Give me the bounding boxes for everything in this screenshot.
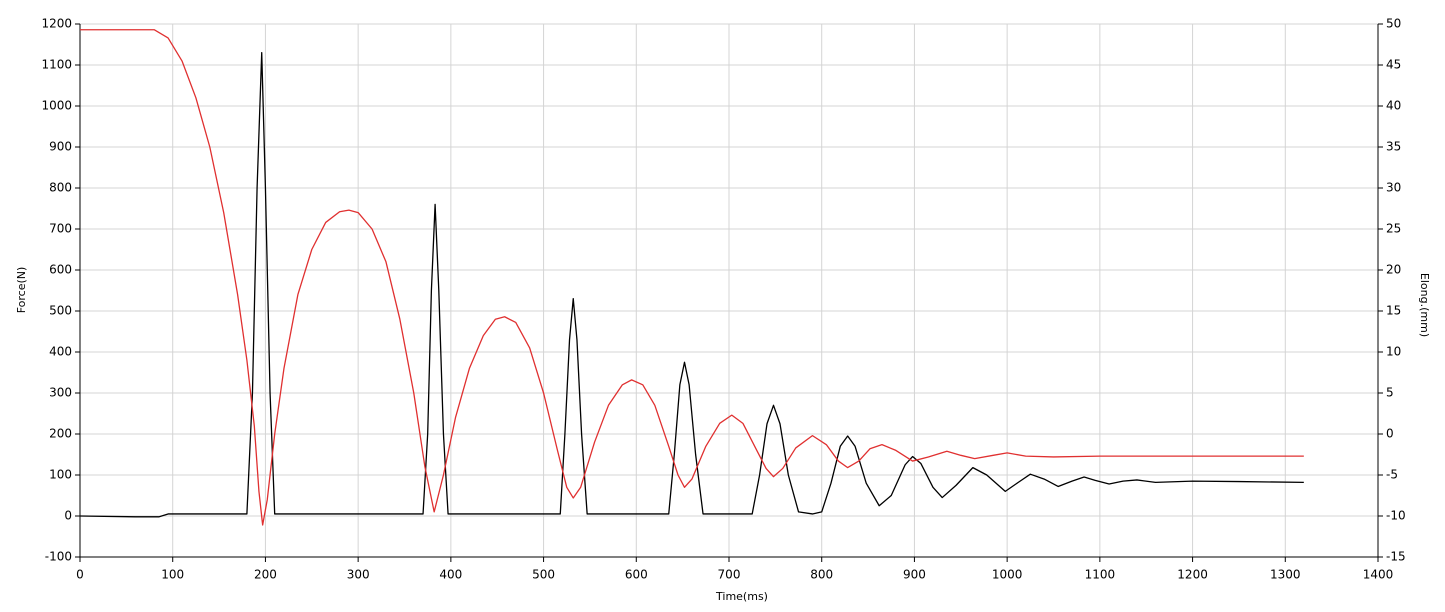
y2-tick-label: -10 (1386, 509, 1406, 523)
y-tick-label: -100 (45, 550, 72, 564)
y-tick-label: 0 (64, 509, 72, 523)
y2-tick-label: 45 (1386, 58, 1401, 72)
y-tick-label: 400 (49, 345, 72, 359)
y-tick-label: 600 (49, 263, 72, 277)
y-tick-label: 800 (49, 181, 72, 195)
y-tick-label: 1100 (41, 58, 72, 72)
y2-tick-label: -15 (1386, 550, 1406, 564)
y-tick-label: 300 (49, 386, 72, 400)
x-tick-label: 1100 (1085, 568, 1116, 582)
y2-axis-label: Elong.(mm) (1418, 273, 1431, 337)
y2-tick-label: 40 (1386, 99, 1401, 113)
x-tick-label: 900 (903, 568, 926, 582)
x-tick-label: 1300 (1270, 568, 1301, 582)
y-tick-label: 1200 (41, 17, 72, 31)
y2-tick-label: 15 (1386, 304, 1401, 318)
y2-tick-label: -5 (1386, 468, 1398, 482)
y-tick-label: 1000 (41, 99, 72, 113)
y2-tick-label: 30 (1386, 181, 1401, 195)
y-tick-label: 200 (49, 427, 72, 441)
x-tick-label: 1000 (992, 568, 1023, 582)
y2-tick-label: 20 (1386, 263, 1401, 277)
y2-tick-label: 35 (1386, 140, 1401, 154)
series-line (80, 29, 1304, 526)
x-tick-label: 800 (810, 568, 833, 582)
y-tick-label: 100 (49, 468, 72, 482)
y-tick-label: 700 (49, 222, 72, 236)
y-tick-label: 500 (49, 304, 72, 318)
x-tick-label: 300 (347, 568, 370, 582)
y2-tick-label: 0 (1386, 427, 1394, 441)
x-tick-label: 700 (718, 568, 741, 582)
x-tick-label: 200 (254, 568, 277, 582)
x-tick-label: 1200 (1177, 568, 1208, 582)
y2-tick-label: 50 (1386, 17, 1401, 31)
y2-tick-label: 5 (1386, 386, 1394, 400)
y2-tick-label: 10 (1386, 345, 1401, 359)
x-axis-label: Time(ms) (715, 590, 768, 603)
x-tick-label: 600 (625, 568, 648, 582)
x-tick-label: 0 (76, 568, 84, 582)
series-line (79, 52, 1304, 518)
x-tick-label: 500 (532, 568, 555, 582)
y-axis-label: Force(N) (15, 267, 28, 314)
x-tick-label: 1400 (1363, 568, 1394, 582)
y-tick-label: 900 (49, 140, 72, 154)
x-tick-label: 100 (161, 568, 184, 582)
x-tick-label: 400 (439, 568, 462, 582)
y2-tick-label: 25 (1386, 222, 1401, 236)
